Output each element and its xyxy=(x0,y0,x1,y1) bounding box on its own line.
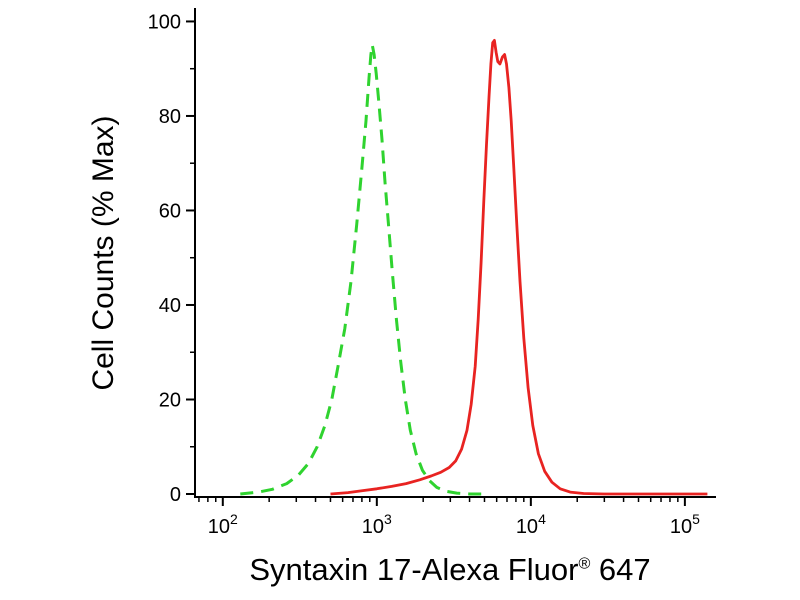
axes-group: 0 20 40 60 80 100 102 103 104 105 xyxy=(148,8,716,538)
y-tick-label: 100 xyxy=(148,11,181,33)
x-tick-label: 105 xyxy=(670,511,700,538)
y-tick-label: 60 xyxy=(159,200,181,222)
series-group xyxy=(240,39,708,496)
y-tick-label: 0 xyxy=(170,484,181,506)
x-tick-label: 104 xyxy=(516,511,546,538)
y-tick-label: 40 xyxy=(159,295,181,317)
x-axis-title-suffix: 647 xyxy=(590,552,651,587)
x-axis-title-text: Syntaxin 17-Alexa Fluor xyxy=(249,552,579,587)
registered-trademark-icon: ® xyxy=(578,554,591,573)
x-tick-label: 103 xyxy=(362,511,392,538)
y-tick-label: 80 xyxy=(159,106,181,128)
green-dashed-curve xyxy=(240,43,485,496)
x-tick-label: 102 xyxy=(208,511,238,538)
x-axis-title: Syntaxin 17-Alexa Fluor® 647 xyxy=(249,552,650,588)
y-axis-title: Cell Counts (% Max) xyxy=(87,115,120,391)
red-solid-curve xyxy=(330,39,708,496)
y-tick-label: 20 xyxy=(159,389,181,411)
